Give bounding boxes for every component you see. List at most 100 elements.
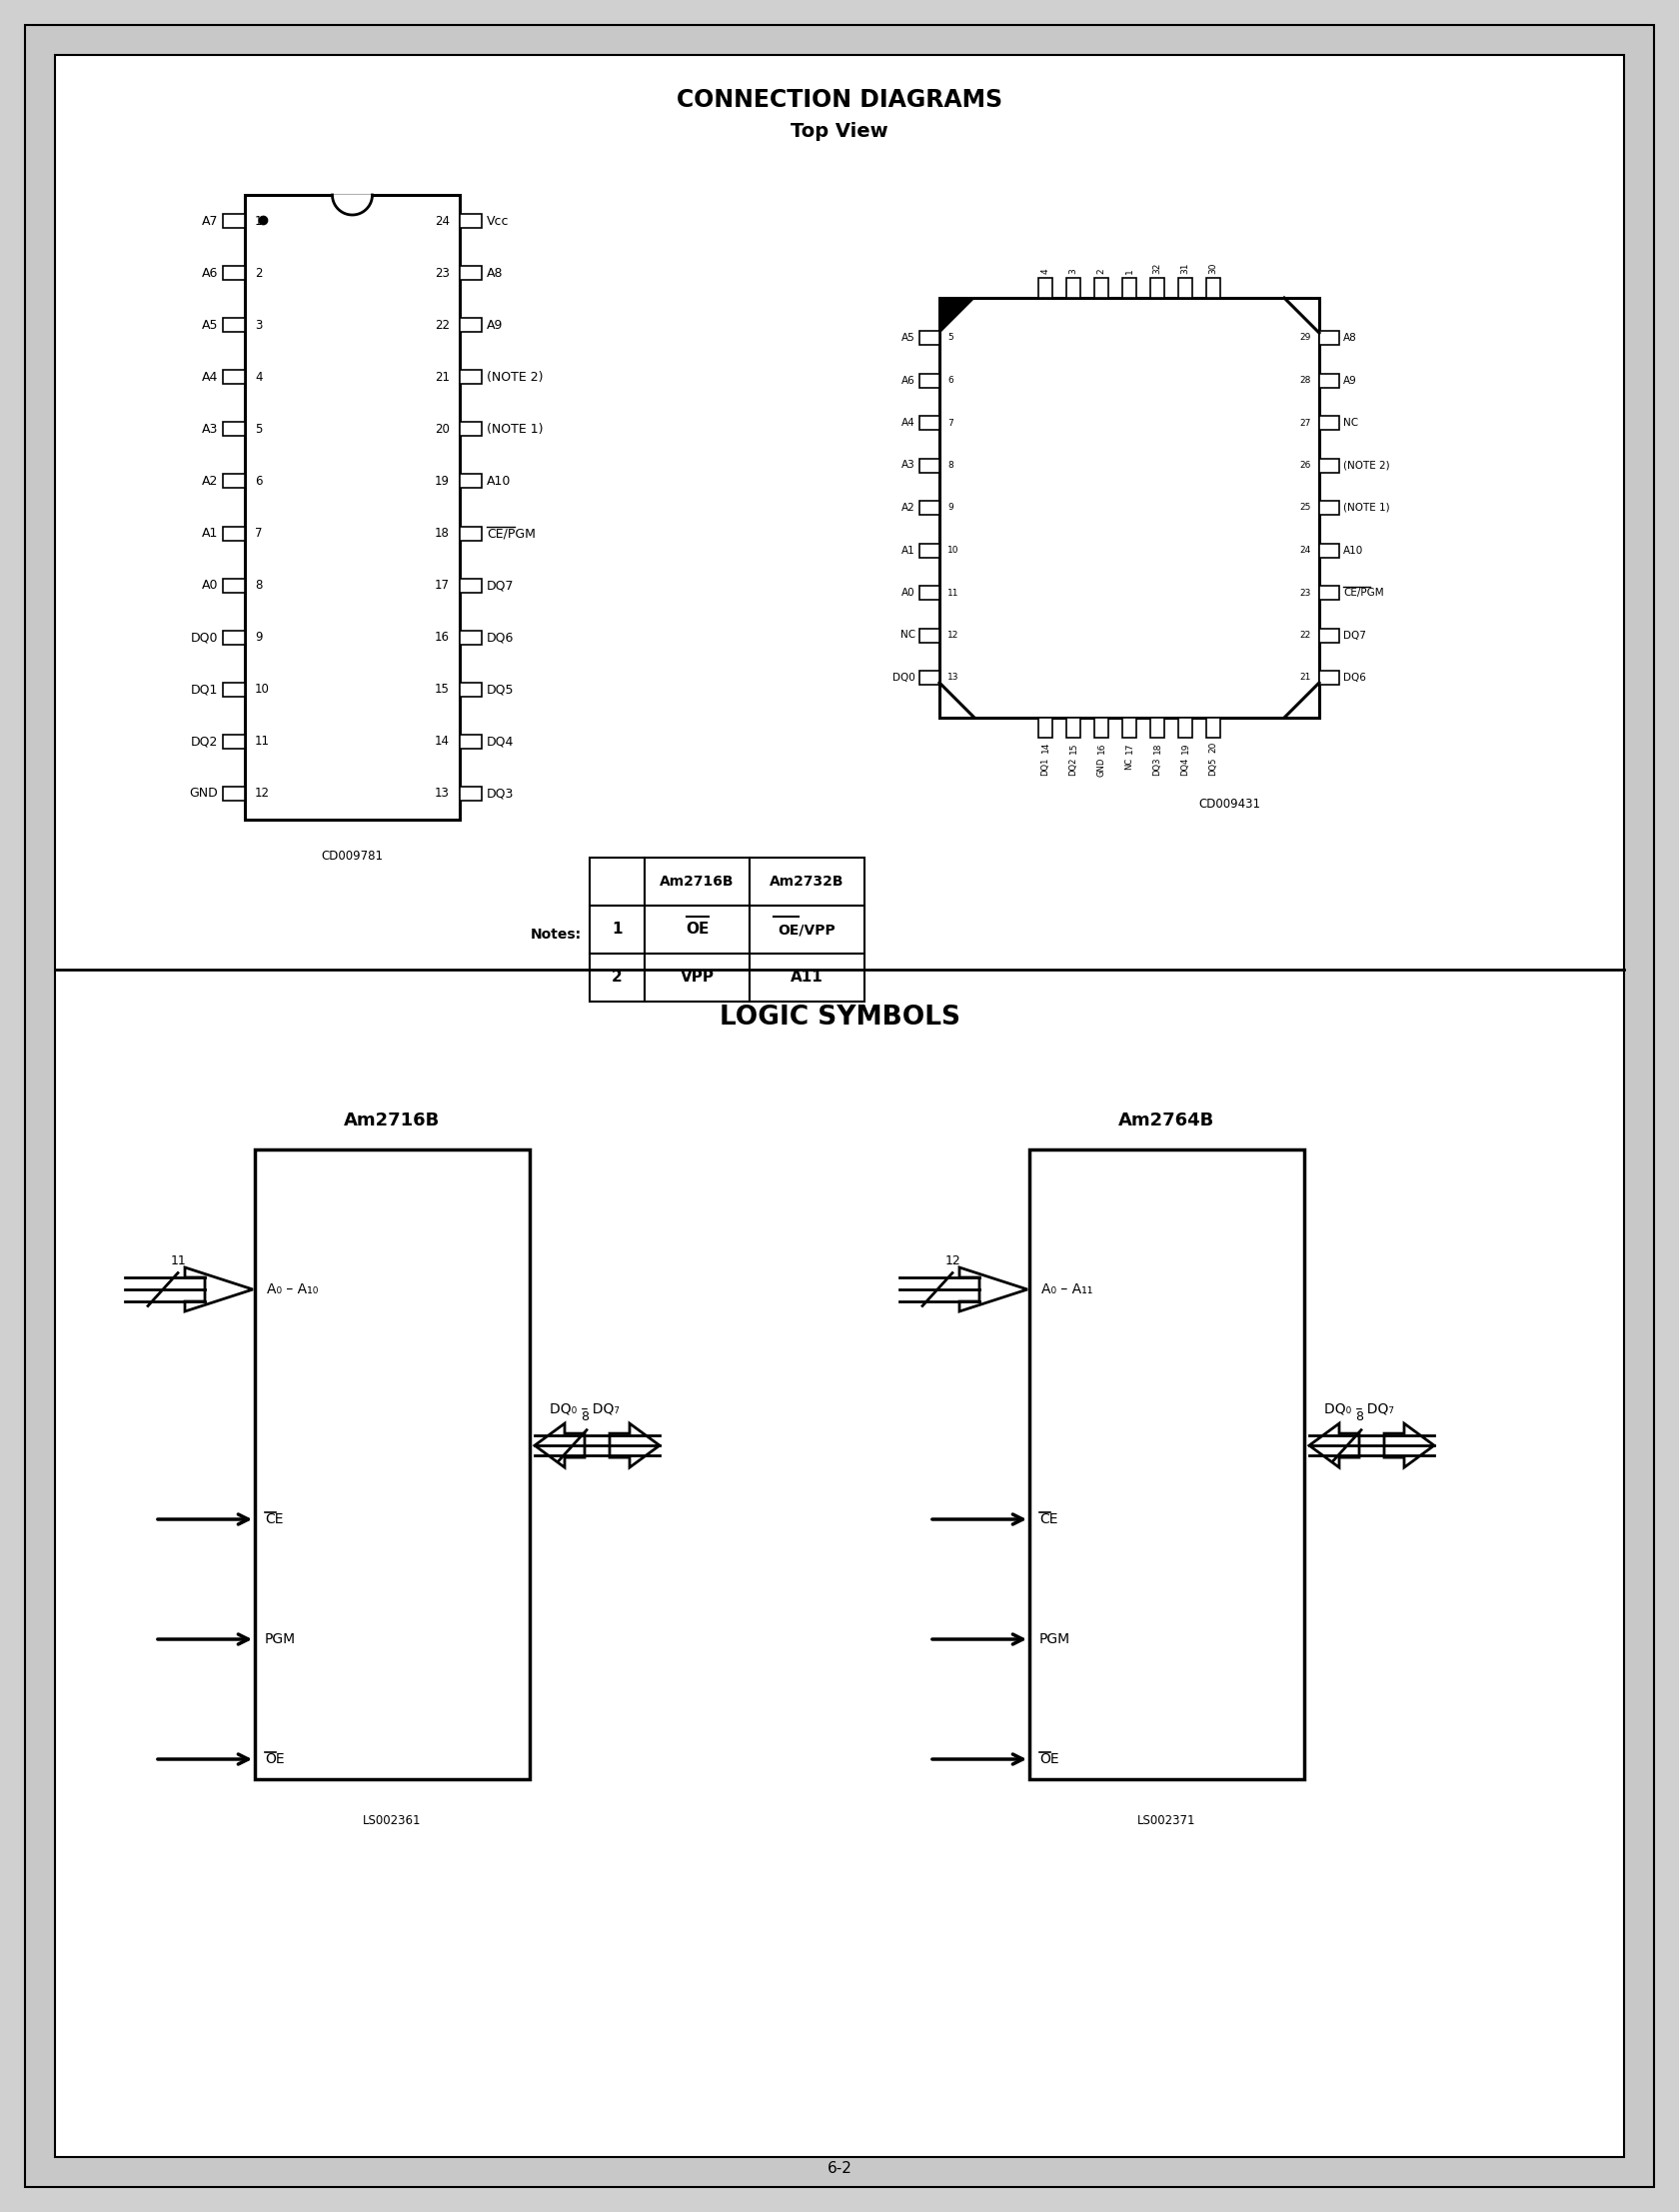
Text: LS002371: LS002371 [1138,1814,1195,1827]
Text: A0: A0 [902,588,915,597]
Bar [1320,500,1340,515]
Text: A4: A4 [201,372,218,383]
Text: A9: A9 [1343,376,1357,385]
Bar [1038,279,1053,299]
Bar [749,953,865,1002]
Text: DQ5: DQ5 [1209,759,1217,776]
Bar [460,787,482,801]
Text: A10: A10 [1343,544,1363,555]
Text: 17: 17 [1125,741,1133,752]
Text: 17: 17 [435,580,450,593]
Text: DQ0: DQ0 [190,630,218,644]
Text: CD009431: CD009431 [1199,799,1261,810]
Bar [920,670,940,686]
Text: 2: 2 [1096,268,1106,274]
Text: LOGIC SYMBOLS: LOGIC SYMBOLS [719,1004,960,1031]
Bar [1095,717,1108,737]
Text: 30: 30 [1209,263,1217,274]
Text: 10: 10 [947,546,959,555]
Bar [920,628,940,641]
Bar [1150,279,1164,299]
Text: DQ₀ – DQ₇: DQ₀ – DQ₇ [549,1402,620,1416]
Bar [1320,628,1340,641]
Text: 2: 2 [255,265,262,279]
Text: 5: 5 [255,422,262,436]
Text: DQ1: DQ1 [190,684,218,697]
Text: DQ1: DQ1 [1041,759,1049,776]
Text: DQ4: DQ4 [487,734,514,748]
Text: 11: 11 [171,1254,186,1267]
Text: 18: 18 [1153,741,1162,752]
Bar [1320,670,1340,686]
Text: A3: A3 [201,422,218,436]
Text: VPP: VPP [680,971,714,984]
Bar [1320,544,1340,557]
Bar [223,319,245,332]
Bar [589,905,645,953]
Bar [1206,279,1221,299]
Text: CE/PGM: CE/PGM [487,526,536,540]
Text: DQ7: DQ7 [1343,630,1367,639]
Text: DQ4: DQ4 [1180,759,1190,776]
Bar [460,526,482,540]
Bar [1206,717,1221,737]
Bar [460,319,482,332]
Text: LS002361: LS002361 [363,1814,421,1827]
Text: OE: OE [265,1752,284,1765]
Text: A1: A1 [902,544,915,555]
Text: 16: 16 [1096,741,1106,752]
Text: A2: A2 [201,476,218,487]
Text: 13: 13 [947,672,959,681]
Bar [920,332,940,345]
Bar [645,905,749,953]
Bar [223,577,245,593]
Text: 15: 15 [435,684,450,697]
Text: 9: 9 [255,630,262,644]
Text: 16: 16 [435,630,450,644]
Bar [1320,586,1340,599]
Bar [1320,416,1340,429]
Text: DQ2: DQ2 [190,734,218,748]
Bar [223,215,245,228]
Bar [920,500,940,515]
Polygon shape [1310,1425,1360,1467]
Bar [1029,1150,1305,1778]
Text: CE/PGM: CE/PGM [1343,588,1383,597]
Text: 19: 19 [435,476,450,487]
Bar [460,684,482,697]
Text: 28: 28 [1300,376,1311,385]
Bar [589,858,645,905]
Text: DQ6: DQ6 [1343,672,1367,684]
Text: A1: A1 [201,526,218,540]
Text: (NOTE 1): (NOTE 1) [487,422,544,436]
Bar [223,422,245,436]
Text: 5: 5 [947,334,954,343]
Text: 12: 12 [947,630,959,639]
Text: 23: 23 [1300,588,1311,597]
Bar [1095,279,1108,299]
Bar [223,526,245,540]
Text: 9: 9 [947,504,954,513]
Text: 26: 26 [1300,460,1311,469]
Text: 1: 1 [1125,268,1133,274]
Bar [1066,717,1080,737]
Bar [1122,279,1137,299]
Text: (NOTE 1): (NOTE 1) [1343,502,1390,513]
Bar [920,458,940,473]
Bar [460,215,482,228]
Polygon shape [534,1425,584,1467]
Text: 32: 32 [1153,263,1162,274]
Text: 25: 25 [1300,504,1311,513]
Text: A5: A5 [902,332,915,343]
Text: 1: 1 [255,215,262,228]
Text: 21: 21 [435,372,450,383]
Bar [920,416,940,429]
Text: Am2764B: Am2764B [1118,1110,1216,1130]
Polygon shape [185,1267,254,1312]
Bar [223,473,245,489]
Bar [223,684,245,697]
Text: A11: A11 [791,971,823,984]
Text: CD009781: CD009781 [321,849,383,863]
Text: 24: 24 [435,215,450,228]
Text: 12: 12 [255,787,270,801]
